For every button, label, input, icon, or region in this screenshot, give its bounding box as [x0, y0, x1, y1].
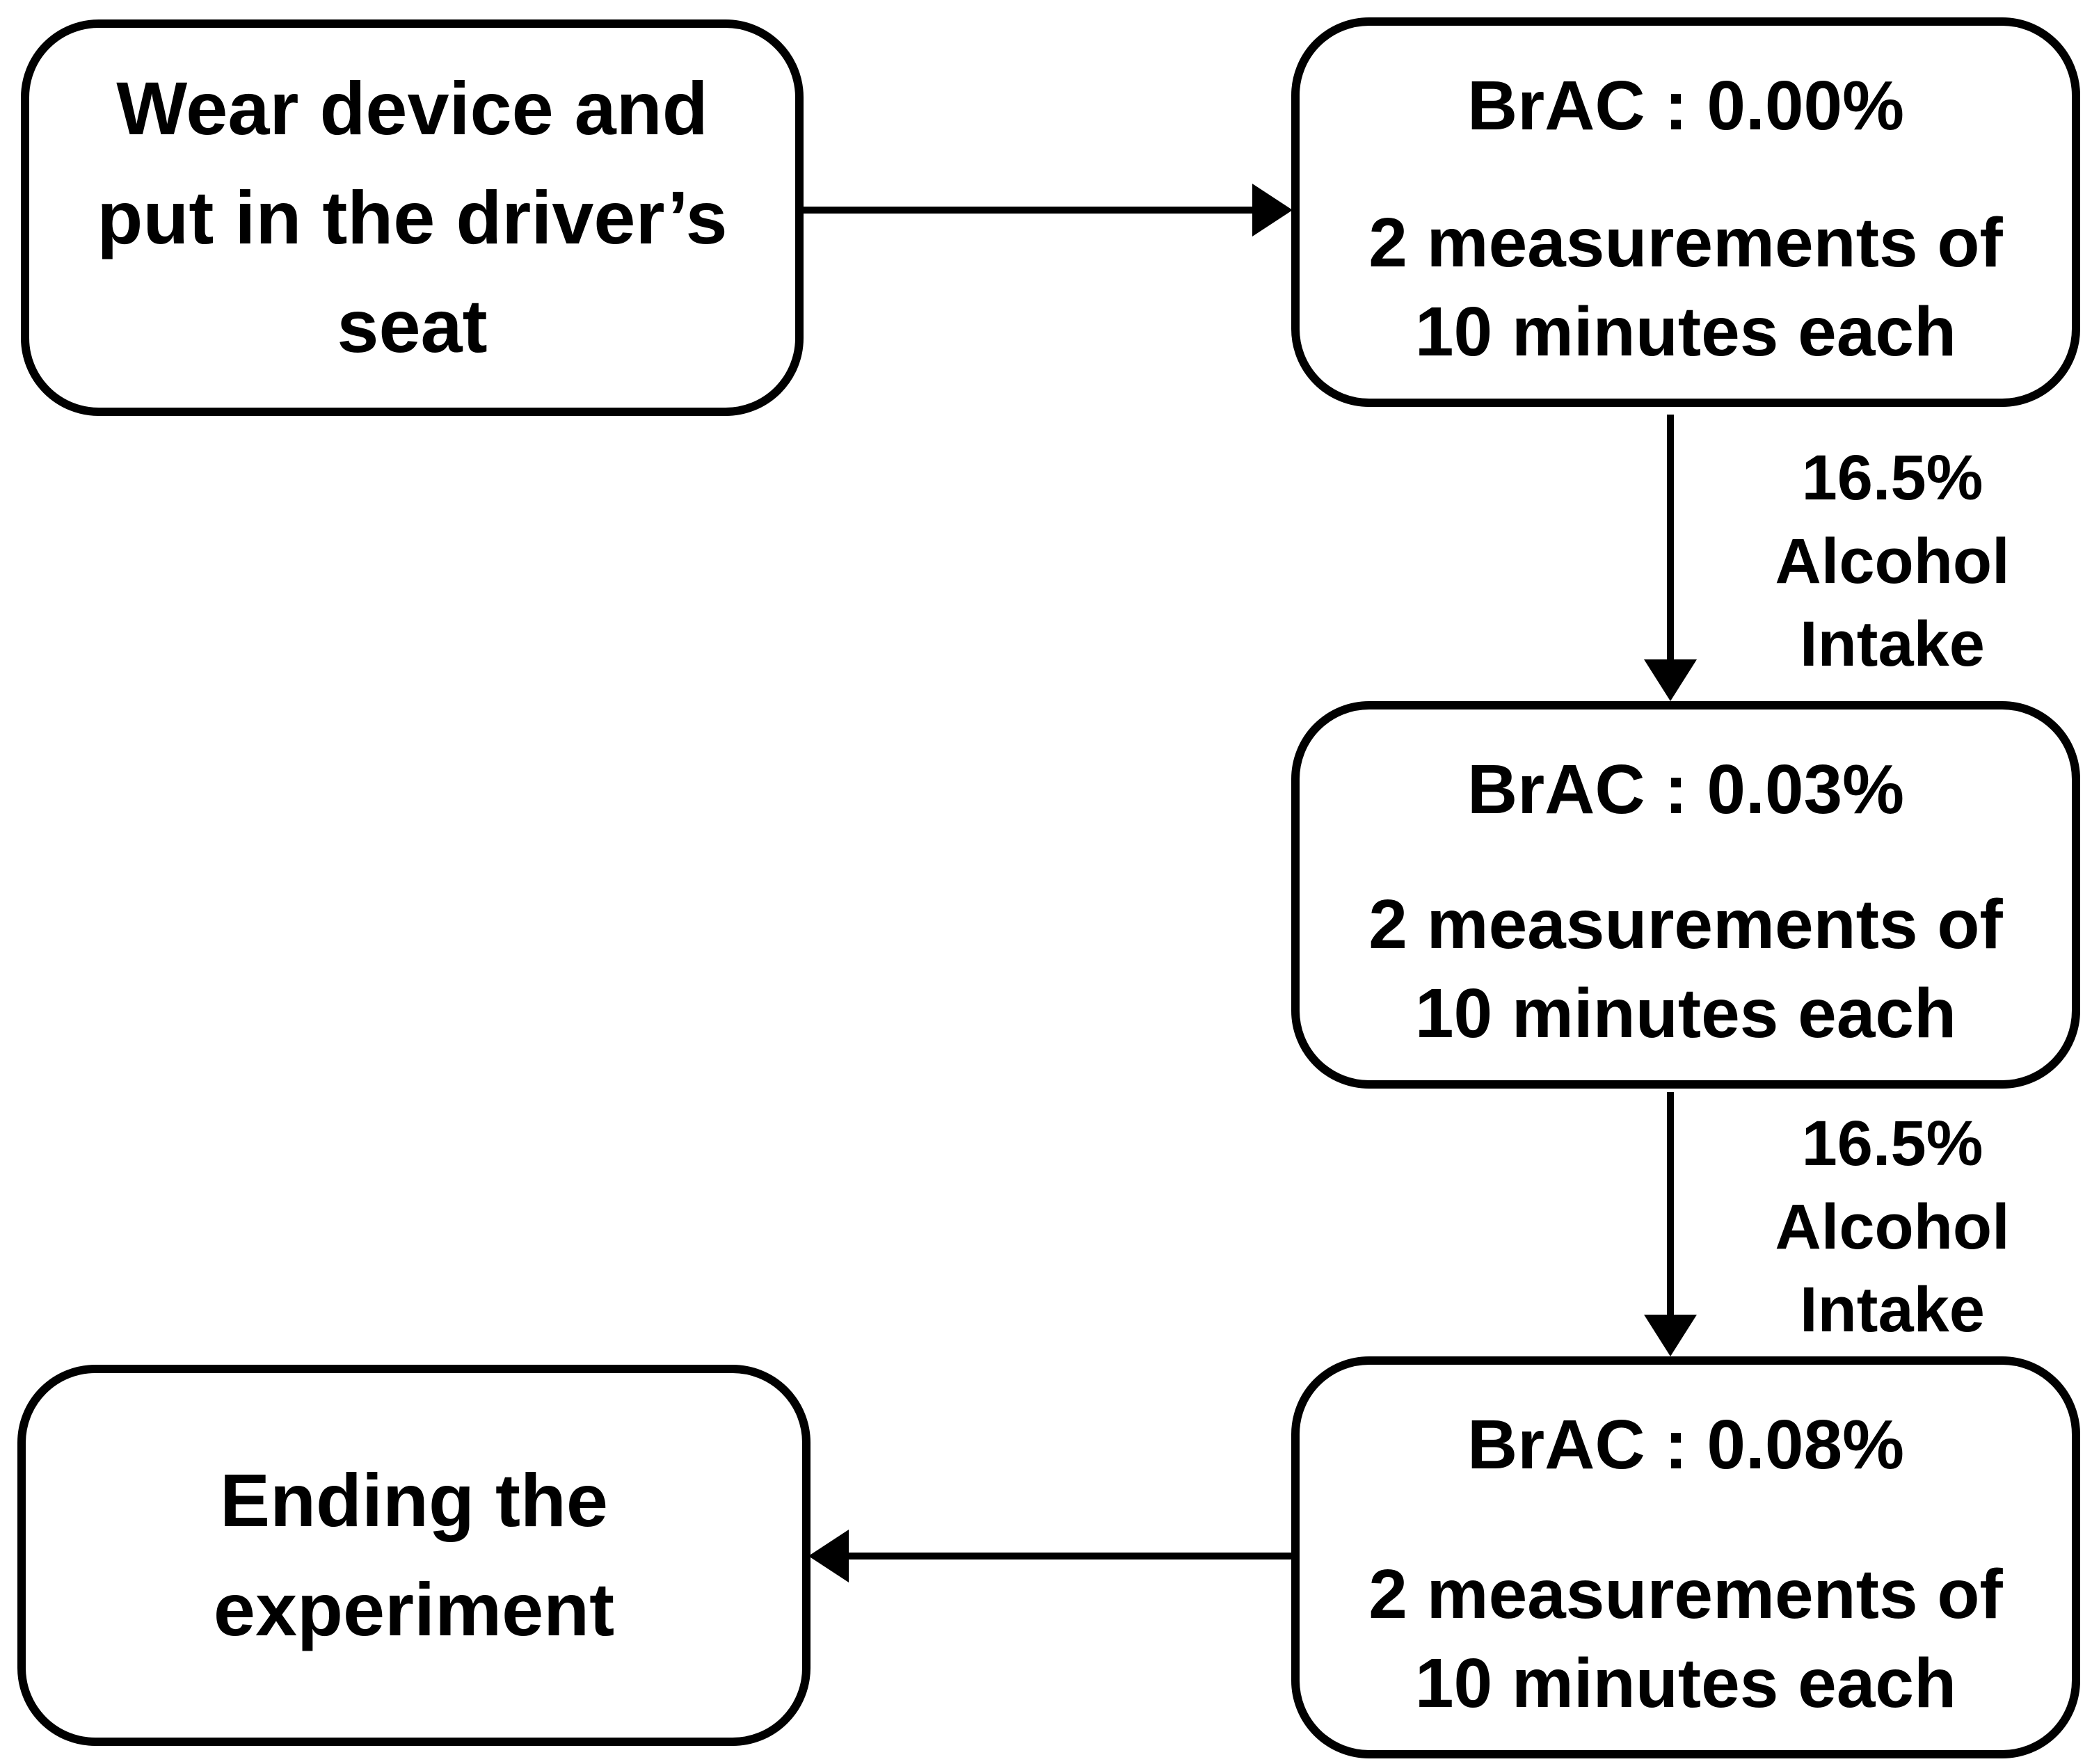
node-title: BrAC : 0.03%: [1467, 751, 1904, 828]
node-text-line: 10 minutes each: [1414, 975, 1957, 1052]
edge-label-line: Alcohol: [1775, 1191, 2010, 1262]
arrowhead-down-icon: [1644, 659, 1697, 701]
arrow-brac008-to-ending: [847, 1553, 1291, 1559]
node-brac-003: BrAC : 0.03% 2 measurements of 10 minute…: [1291, 701, 2080, 1089]
node-text-line: 2 measurements of: [1368, 885, 2003, 963]
arrowhead-down-icon: [1644, 1315, 1697, 1356]
node-text-line: experiment: [213, 1567, 615, 1651]
node-title: BrAC : 0.00%: [1467, 67, 1904, 145]
edge-label-line: 16.5%: [1801, 442, 1983, 513]
node-text-line: 10 minutes each: [1414, 1644, 1957, 1722]
edge-label-alcohol-intake-1: 16.5% Alcohol Intake: [1718, 437, 2066, 687]
edge-label-line: Intake: [1800, 609, 1985, 680]
node-body: 2 measurements of 10 minutes each: [1368, 1550, 2002, 1728]
arrow-brac003-to-brac008: [1667, 1092, 1674, 1316]
edge-label-alcohol-intake-2: 16.5% Alcohol Intake: [1718, 1102, 2066, 1352]
node-text-line: Wear device and: [116, 66, 708, 151]
node-wear-device: Wear device and put in the driver’s seat: [21, 19, 804, 416]
node-text-line: 2 measurements of: [1368, 204, 2003, 282]
edge-label-line: 16.5%: [1801, 1108, 1983, 1179]
node-brac-000: BrAC : 0.00% 2 measurements of 10 minute…: [1291, 17, 2080, 407]
edge-label-line: Alcohol: [1775, 525, 2010, 597]
arrow-brac000-to-brac003: [1667, 415, 1674, 661]
node-text-line: seat: [337, 284, 488, 369]
arrowhead-right-icon: [1252, 184, 1293, 236]
edge-label-line: Intake: [1800, 1274, 1985, 1346]
arrow-wear-to-brac000: [804, 207, 1259, 214]
node-text-line: 10 minutes each: [1414, 293, 1957, 371]
node-body: 2 measurements of 10 minutes each: [1368, 880, 2002, 1058]
node-brac-008: BrAC : 0.08% 2 measurements of 10 minute…: [1291, 1356, 2080, 1758]
node-text-line: Ending the: [220, 1458, 608, 1543]
node-title: BrAC : 0.08%: [1467, 1406, 1904, 1484]
node-text-line: put in the driver’s: [97, 175, 728, 259]
node-ending-experiment: Ending the experiment: [17, 1365, 811, 1746]
arrowhead-left-icon: [808, 1530, 849, 1582]
node-text-line: 2 measurements of: [1368, 1555, 2003, 1633]
node-body: 2 measurements of 10 minutes each: [1368, 198, 2002, 376]
